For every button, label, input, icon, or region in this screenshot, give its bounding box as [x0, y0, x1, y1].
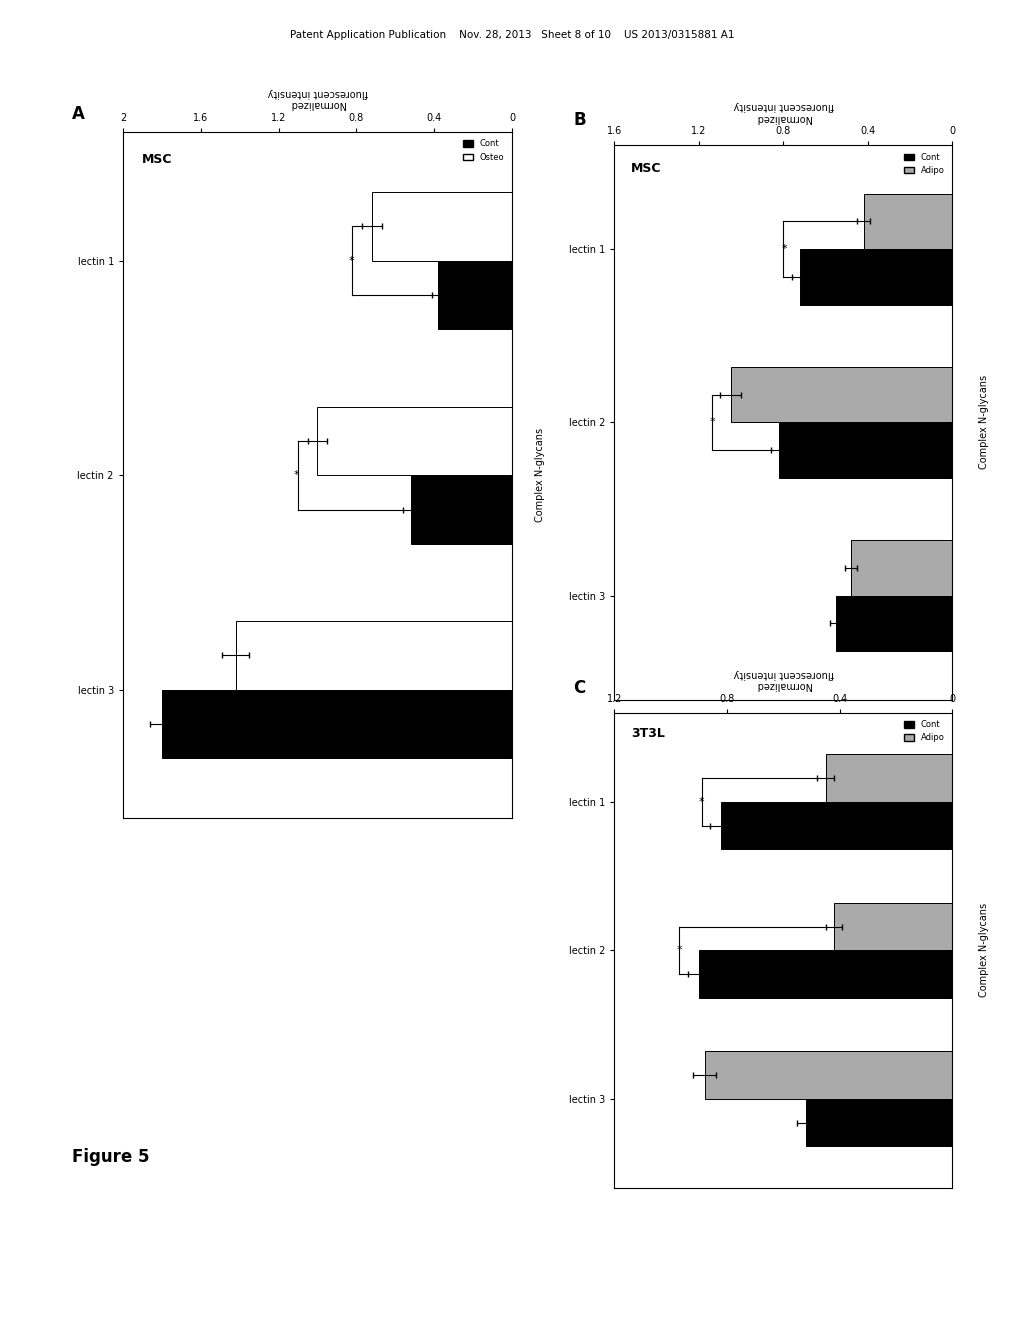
- Bar: [863, 194, 952, 249]
- Text: 3T3L: 3T3L: [631, 727, 666, 741]
- Text: MSC: MSC: [631, 162, 662, 174]
- Text: Patent Application Publication    Nov. 28, 2013   Sheet 8 of 10    US 2013/03158: Patent Application Publication Nov. 28, …: [290, 30, 734, 41]
- Legend: Cont, Adipo: Cont, Adipo: [901, 717, 948, 746]
- Bar: [721, 803, 952, 850]
- Text: Complex N-glycans: Complex N-glycans: [536, 428, 546, 523]
- Bar: [317, 407, 512, 475]
- Bar: [834, 903, 952, 950]
- Text: *: *: [698, 797, 705, 807]
- Text: A: A: [72, 104, 85, 123]
- X-axis label: Normalized
fluorescent intensity: Normalized fluorescent intensity: [267, 88, 368, 110]
- Bar: [801, 249, 952, 305]
- Text: *: *: [676, 945, 682, 956]
- Text: Figure 5: Figure 5: [72, 1147, 150, 1166]
- Text: MSC: MSC: [142, 153, 173, 165]
- Bar: [806, 1098, 952, 1146]
- Bar: [698, 950, 952, 998]
- Legend: Cont, Osteo: Cont, Osteo: [460, 136, 508, 165]
- Text: B: B: [573, 111, 586, 129]
- Bar: [705, 1052, 952, 1098]
- Bar: [411, 475, 512, 544]
- Bar: [837, 595, 952, 651]
- X-axis label: Normalized
fluorescent intensity: Normalized fluorescent intensity: [733, 669, 834, 690]
- Text: Complex N-glycans: Complex N-glycans: [979, 375, 989, 470]
- Text: *: *: [294, 470, 300, 480]
- Text: Complex N-glycans: Complex N-glycans: [979, 903, 989, 998]
- Bar: [825, 755, 952, 803]
- Bar: [236, 622, 512, 689]
- Text: *: *: [781, 244, 786, 255]
- Bar: [438, 261, 512, 330]
- Text: *: *: [348, 256, 354, 265]
- Bar: [851, 540, 952, 595]
- Bar: [372, 191, 512, 261]
- Text: *: *: [710, 417, 715, 428]
- X-axis label: Normalized
fluorescent intensity: Normalized fluorescent intensity: [733, 102, 834, 123]
- Legend: Cont, Adipo: Cont, Adipo: [901, 149, 948, 178]
- Text: C: C: [573, 678, 586, 697]
- Bar: [162, 689, 512, 758]
- Bar: [730, 367, 952, 422]
- Bar: [779, 422, 952, 478]
